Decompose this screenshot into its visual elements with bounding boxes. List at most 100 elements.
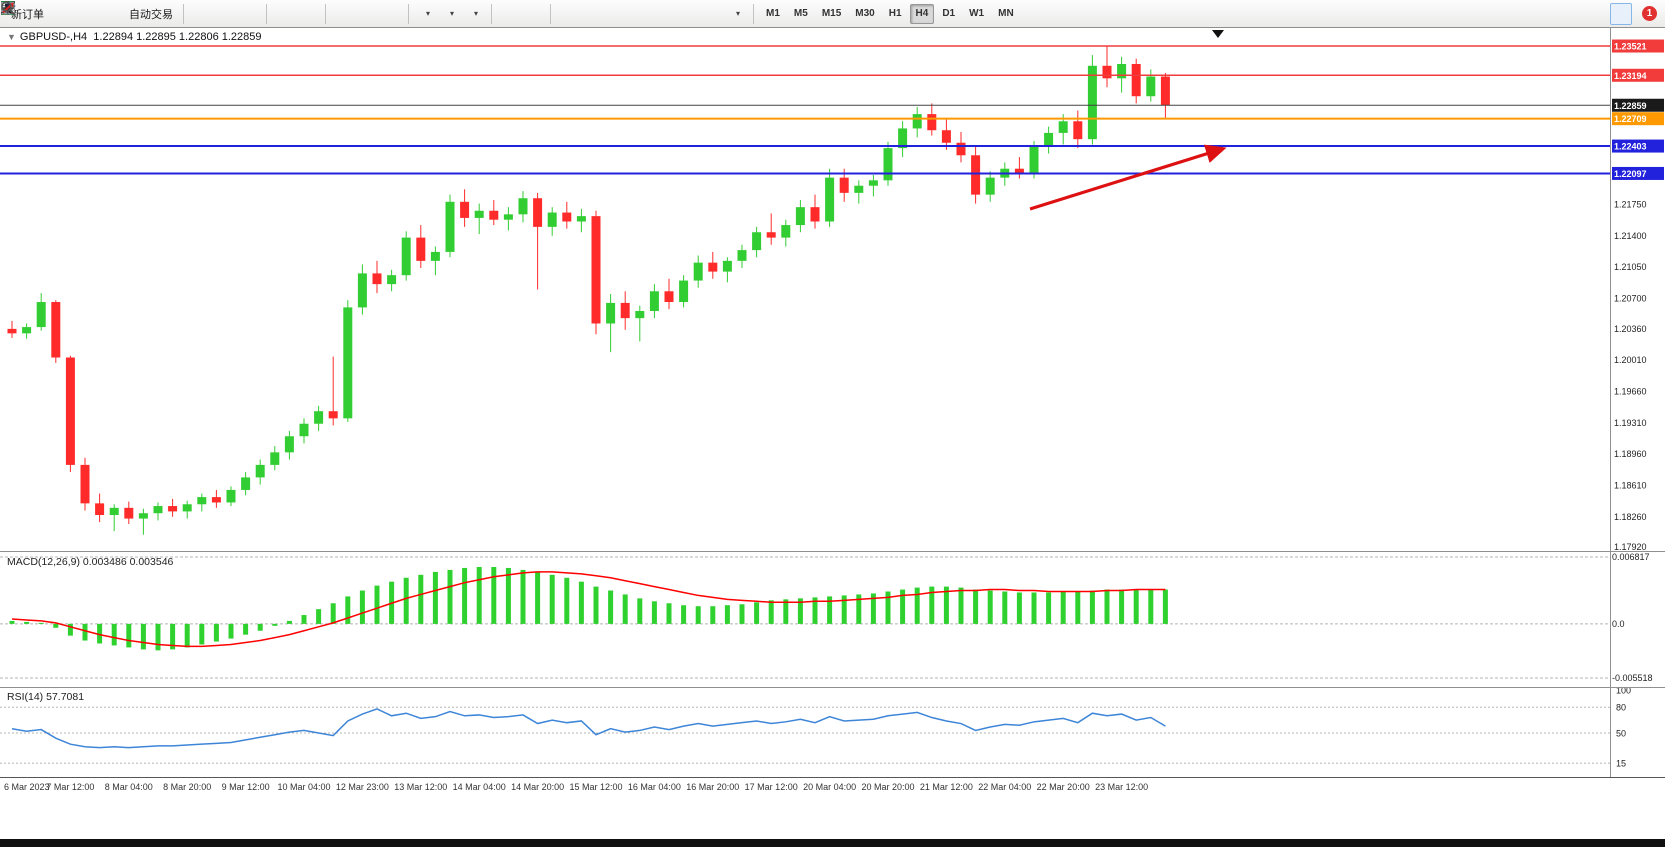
text-tool-button[interactable]: A	[3, 1, 699, 25]
macd-histogram-bar	[228, 623, 234, 639]
market-watch-button[interactable]	[2, 2, 96, 25]
candle-body	[197, 497, 207, 505]
chart-line-objects[interactable]	[0, 45, 1610, 211]
time-axis-label: 9 Mar 12:00	[222, 782, 270, 792]
candlestick-chart-button[interactable]	[1, 1, 236, 25]
time-axis-label: 8 Mar 20:00	[163, 782, 211, 792]
timeframe-h4[interactable]: H4	[909, 3, 935, 24]
candle-body	[22, 327, 32, 334]
candle-body	[357, 273, 367, 308]
dropdown-caret[interactable]: ▾	[425, 9, 430, 18]
macd-histogram-bar	[432, 571, 438, 624]
macd-histogram-bar	[564, 577, 570, 624]
candle-body	[153, 506, 163, 514]
macd-histogram-bar	[578, 581, 584, 624]
trend-arrow-object[interactable]	[1029, 144, 1227, 211]
notification-badge[interactable]: 1	[1642, 6, 1657, 21]
cascade-windows-button[interactable]	[1, 1, 378, 25]
macd-histogram-bar	[783, 599, 789, 624]
vertical-line-tool-button[interactable]	[7, 1, 579, 25]
arrange-windows-button[interactable]	[1, 1, 402, 25]
candle-body	[182, 504, 192, 512]
dropdown-caret[interactable]: ▾	[735, 9, 740, 18]
zoom-in-button[interactable]	[1, 1, 295, 25]
timeframe-m1[interactable]: M1	[760, 4, 786, 24]
timeframe-w1[interactable]: W1	[963, 4, 990, 24]
candle-body	[474, 210, 484, 218]
macd-histogram-bar	[710, 606, 716, 624]
line-chart-button[interactable]	[0, 2, 260, 25]
toolbar-separator	[325, 3, 326, 24]
price-axis-label: 1.21750	[1614, 199, 1647, 209]
candle-body	[649, 291, 659, 311]
channel-tool-button[interactable]	[1, 2, 651, 25]
time-axis-label: 17 Mar 12:00	[745, 782, 798, 792]
macd-axis-label: 0.0	[1612, 619, 1625, 629]
macd-histogram-bar	[812, 597, 818, 624]
timeframe-m5[interactable]: M5	[788, 4, 814, 24]
time-axis-label: 10 Mar 04:00	[277, 782, 330, 792]
candle-body	[971, 155, 981, 195]
fibonacci-tool-button[interactable]	[1, 2, 675, 25]
macd-histogram-bar	[301, 615, 307, 624]
candle-body	[518, 198, 528, 215]
auto-trading-label: 自动交易	[129, 8, 173, 21]
macd-histogram-bar	[170, 623, 176, 650]
add-indicator-button[interactable]: ▾	[1, 3, 437, 25]
metaeditor-button[interactable]	[0, 0, 72, 25]
price-badge	[1612, 139, 1664, 153]
macd-histogram-bar	[1075, 591, 1081, 624]
macd-histogram-bar	[155, 623, 161, 651]
candle-body	[533, 198, 543, 227]
time-axis-label: 13 Mar 12:00	[394, 782, 447, 792]
timeframe-m30[interactable]: M30	[849, 4, 880, 24]
zoom-out-button[interactable]	[1, 1, 319, 25]
macd-histogram-bar	[900, 589, 906, 624]
macd-histogram-bar	[885, 591, 891, 624]
macd-histogram-bar	[491, 566, 497, 624]
candle-body	[241, 477, 251, 490]
bar-chart-button[interactable]	[1, 2, 212, 25]
periods-button[interactable]: ▾	[1, 1, 461, 25]
trendline-tool-button[interactable]	[1, 1, 627, 25]
candle-body	[912, 114, 922, 129]
timeframe-m15[interactable]: M15	[816, 4, 847, 24]
macd-histogram-bar	[97, 623, 103, 644]
chart-shift-marker[interactable]	[1212, 30, 1224, 38]
macd-histogram-bar	[943, 586, 949, 624]
macd-signal-line	[11, 571, 1166, 648]
timeframe-h1[interactable]: H1	[883, 4, 908, 24]
timeframe-d1[interactable]: D1	[936, 4, 961, 24]
macd-histogram-bar	[24, 621, 30, 624]
price-axis-label: 1.19660	[1614, 387, 1647, 397]
tile-windows-button[interactable]	[1, 1, 354, 25]
search-button[interactable]	[1, 1, 1632, 25]
auto-trading-button[interactable]: 自动交易	[2, 2, 177, 25]
macd-histogram-bar	[797, 598, 803, 624]
candle-body	[168, 506, 178, 512]
cursor-tool-button[interactable]	[5, 1, 520, 25]
time-axis-label: 6 Mar 2023	[4, 782, 50, 792]
price-axis-label: 1.18610	[1614, 480, 1647, 490]
candle-body	[343, 307, 353, 419]
macd-histogram-bar	[666, 603, 672, 624]
candle-body	[299, 423, 309, 437]
templates-button[interactable]: ▾	[1, 2, 485, 25]
crosshair-tool-button[interactable]	[1, 1, 544, 25]
terminal-button[interactable]	[2, 2, 120, 25]
macd-histogram-bar	[914, 587, 920, 624]
dropdown-caret[interactable]: ▾	[449, 9, 454, 18]
arrows-tool-button[interactable]: ▾	[2, 2, 747, 25]
candle-body	[547, 212, 557, 227]
candle-body	[1014, 168, 1024, 174]
horizontal-line-tool-button[interactable]	[1, 3, 603, 25]
candle-body	[314, 411, 324, 424]
timeframe-mn[interactable]: MN	[992, 4, 1020, 24]
candle-body	[1146, 76, 1156, 97]
dropdown-caret[interactable]: ▾	[473, 9, 478, 18]
candle-body	[839, 177, 849, 193]
macd-histogram-bar	[418, 574, 424, 624]
label-tool-button[interactable]: T	[1, 2, 723, 25]
collapse-triangle-icon[interactable]: ▼	[7, 32, 16, 42]
